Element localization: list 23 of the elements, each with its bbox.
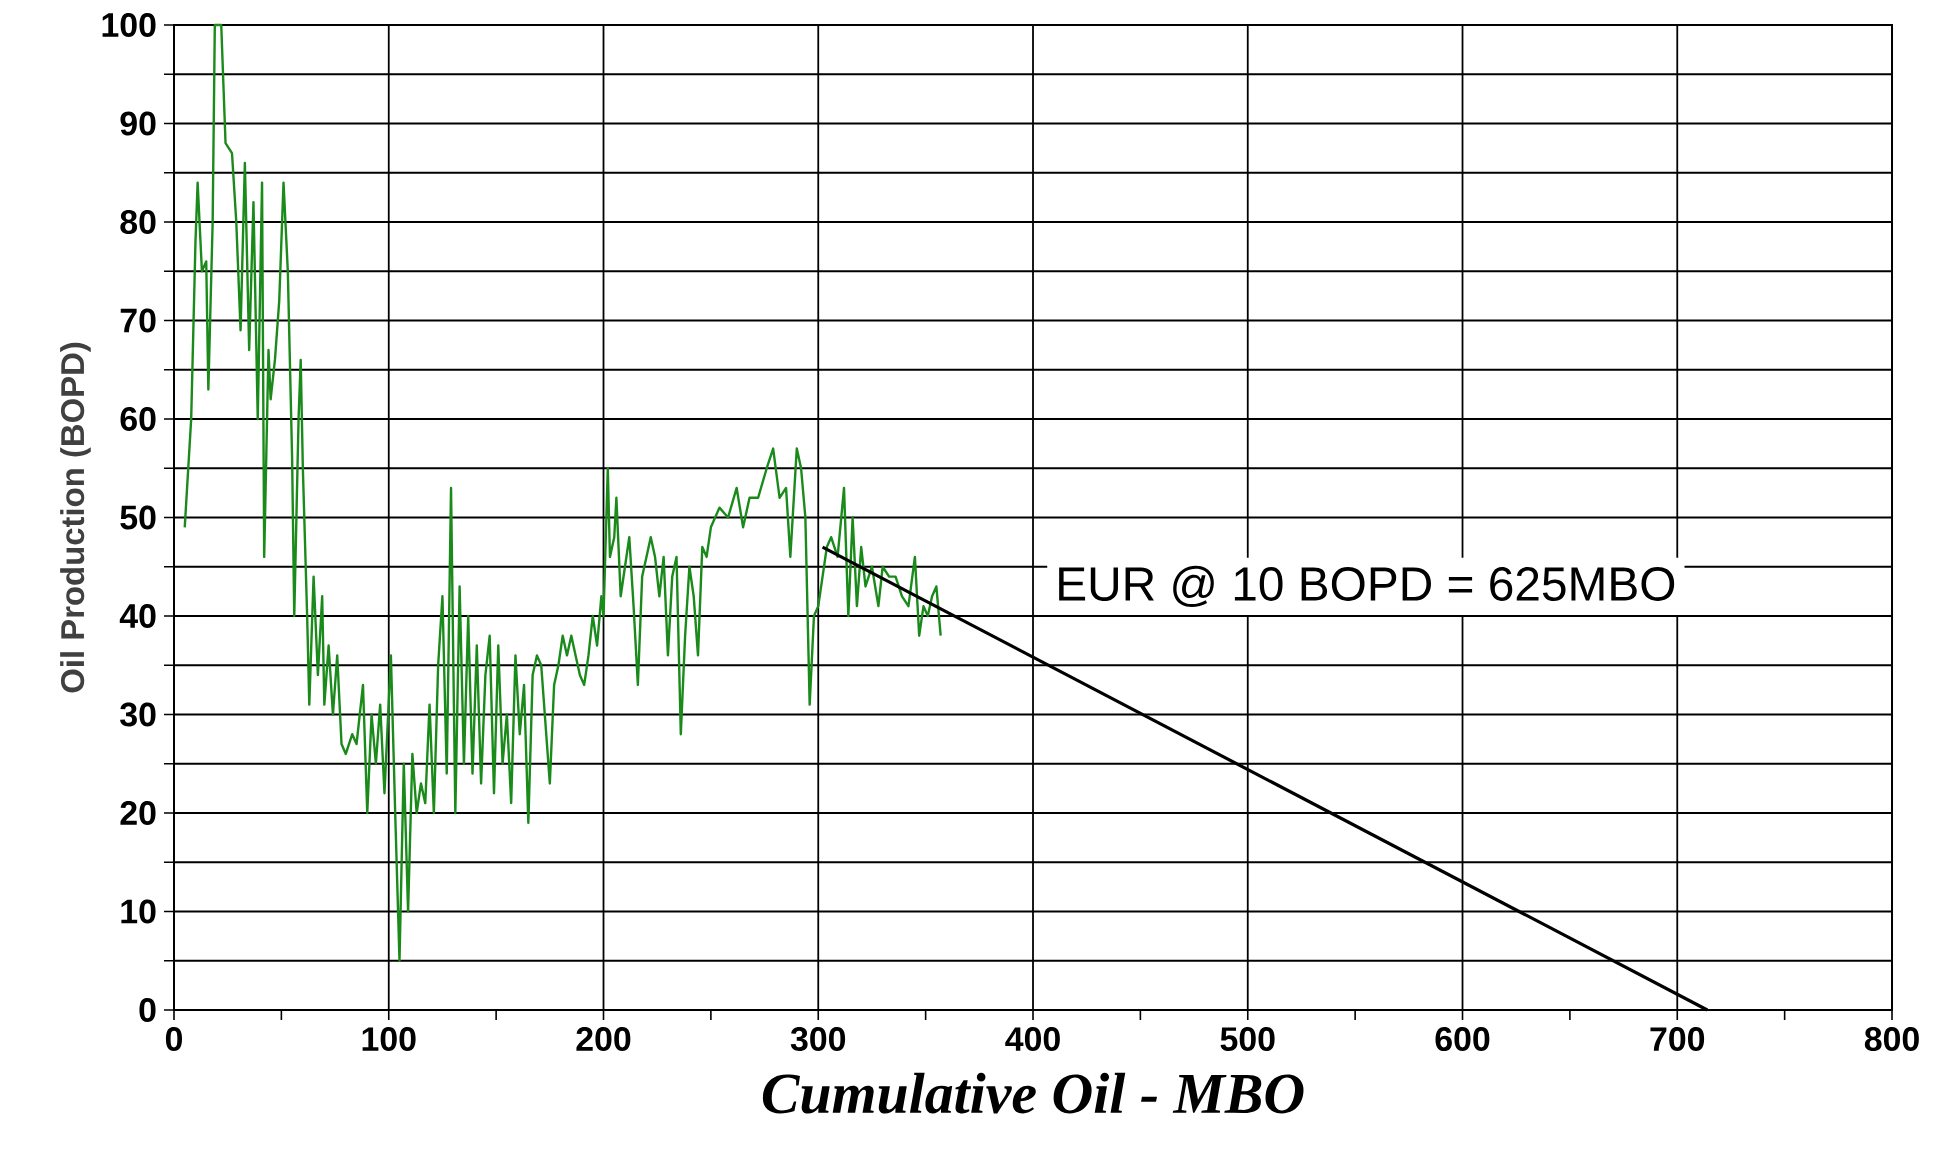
y-tick-label: 40: [119, 604, 156, 628]
y-tick-label: 50: [120, 505, 156, 530]
y-tick-label: 30: [120, 702, 156, 727]
y-tick-label: 70: [120, 308, 156, 333]
y-tick-label: 100: [102, 12, 156, 37]
y-axis-title: Oil Production (BOPD): [60, 342, 91, 693]
y-tick-label: 80: [120, 209, 156, 234]
x-tick-label: 700: [1650, 1027, 1705, 1052]
x-tick-label: 200: [576, 1027, 631, 1052]
y-tick-label: 20: [120, 801, 156, 825]
x-tick-label: 400: [1005, 1027, 1060, 1052]
x-tick-label: 0: [165, 1027, 183, 1052]
y-tick-label: 10: [121, 899, 156, 924]
x-axis-title: Cumulative Oil - MBO: [762, 1072, 1304, 1114]
y-tick-label: 0: [139, 998, 156, 1022]
x-tick-label: 300: [790, 1027, 846, 1052]
x-tick-label: 100: [362, 1027, 416, 1052]
annotation: EUR @ 10 BOPD = 625MBO: [1059, 565, 1675, 608]
y-tick-label: 60: [120, 407, 156, 431]
y-tick-label: 90: [120, 111, 156, 136]
x-tick-label: 800: [1864, 1027, 1919, 1052]
x-tick-label: 500: [1220, 1027, 1275, 1052]
x-tick-label: 600: [1435, 1027, 1490, 1052]
